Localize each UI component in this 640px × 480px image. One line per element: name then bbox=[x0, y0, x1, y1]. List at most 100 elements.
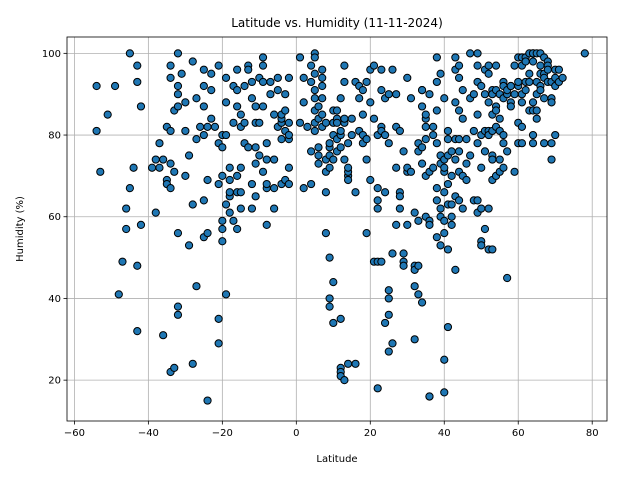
data-point bbox=[380, 188, 390, 197]
data-point bbox=[258, 53, 268, 62]
x-tick-label: 60 bbox=[512, 428, 525, 439]
data-point bbox=[233, 224, 242, 234]
data-point bbox=[173, 102, 183, 111]
data-point bbox=[236, 110, 245, 119]
data-point bbox=[366, 98, 375, 107]
data-point bbox=[307, 77, 316, 87]
data-point bbox=[403, 220, 412, 230]
data-point bbox=[199, 102, 208, 111]
data-point bbox=[307, 179, 316, 189]
data-point bbox=[258, 102, 268, 111]
data-point bbox=[284, 179, 294, 189]
data-point bbox=[517, 98, 527, 107]
data-point bbox=[270, 204, 279, 213]
data-point bbox=[384, 286, 393, 295]
data-point bbox=[314, 102, 323, 111]
data-point bbox=[458, 86, 467, 95]
data-point bbox=[421, 110, 430, 119]
data-point bbox=[451, 155, 460, 164]
data-point bbox=[262, 155, 271, 164]
data-point bbox=[425, 220, 434, 230]
data-point bbox=[417, 298, 427, 307]
data-point bbox=[247, 204, 257, 213]
data-point bbox=[510, 167, 519, 176]
data-point bbox=[332, 118, 342, 127]
data-point bbox=[355, 94, 364, 103]
data-point bbox=[447, 200, 456, 209]
data-point bbox=[432, 196, 441, 205]
data-point bbox=[244, 143, 253, 152]
data-point bbox=[266, 90, 275, 99]
data-point bbox=[258, 61, 268, 70]
data-point bbox=[318, 73, 327, 82]
data-point bbox=[199, 196, 208, 205]
data-point bbox=[395, 126, 404, 136]
data-point bbox=[477, 81, 486, 91]
data-point bbox=[410, 282, 419, 291]
data-point bbox=[307, 147, 316, 156]
data-point bbox=[192, 135, 201, 144]
data-point bbox=[262, 220, 271, 230]
data-point bbox=[440, 94, 449, 103]
data-point bbox=[443, 179, 453, 189]
data-point bbox=[495, 114, 504, 123]
data-point bbox=[229, 216, 238, 225]
data-point bbox=[410, 208, 419, 217]
x-tick-label: 20 bbox=[364, 428, 377, 439]
data-point bbox=[173, 310, 183, 319]
x-tick-label: 80 bbox=[586, 428, 599, 439]
data-point bbox=[281, 90, 290, 99]
data-point bbox=[454, 196, 464, 205]
data-point bbox=[503, 147, 512, 156]
data-point bbox=[221, 130, 231, 140]
data-point bbox=[447, 212, 456, 221]
y-tick-label: 40 bbox=[48, 294, 61, 305]
data-point bbox=[484, 204, 493, 213]
data-point bbox=[399, 261, 408, 270]
data-point bbox=[221, 290, 231, 299]
data-point bbox=[284, 130, 294, 140]
data-point bbox=[380, 318, 390, 328]
data-point bbox=[395, 204, 404, 213]
data-point bbox=[318, 110, 327, 119]
data-point bbox=[133, 77, 142, 87]
data-point bbox=[536, 86, 545, 95]
data-point bbox=[225, 208, 234, 217]
data-point bbox=[340, 77, 349, 87]
data-point bbox=[325, 302, 334, 311]
data-point bbox=[251, 159, 260, 168]
data-point bbox=[377, 257, 386, 266]
data-point bbox=[225, 175, 234, 185]
data-point bbox=[369, 61, 379, 70]
data-point bbox=[536, 61, 545, 70]
data-point bbox=[133, 261, 142, 270]
data-point bbox=[273, 73, 282, 82]
data-point bbox=[207, 86, 216, 95]
data-point bbox=[151, 208, 160, 217]
data-point bbox=[377, 65, 386, 74]
data-point bbox=[477, 204, 486, 213]
data-point bbox=[440, 188, 449, 197]
data-point bbox=[110, 81, 120, 91]
data-point bbox=[321, 228, 330, 238]
data-point bbox=[488, 245, 497, 254]
data-point bbox=[125, 49, 134, 58]
data-point bbox=[491, 106, 501, 115]
data-point bbox=[284, 118, 294, 127]
data-point bbox=[432, 184, 441, 193]
data-point bbox=[188, 359, 197, 368]
data-point bbox=[432, 106, 441, 115]
data-point bbox=[221, 73, 231, 82]
data-point bbox=[503, 273, 512, 283]
data-point bbox=[251, 192, 260, 201]
data-point bbox=[440, 216, 449, 225]
data-point bbox=[159, 155, 168, 164]
x-axis-label: Latitude bbox=[316, 454, 357, 465]
data-point bbox=[373, 384, 382, 393]
data-point bbox=[184, 241, 194, 250]
data-point bbox=[310, 53, 319, 62]
data-point bbox=[440, 355, 449, 364]
data-point bbox=[440, 228, 449, 238]
data-point bbox=[96, 167, 105, 176]
data-point bbox=[432, 139, 441, 148]
